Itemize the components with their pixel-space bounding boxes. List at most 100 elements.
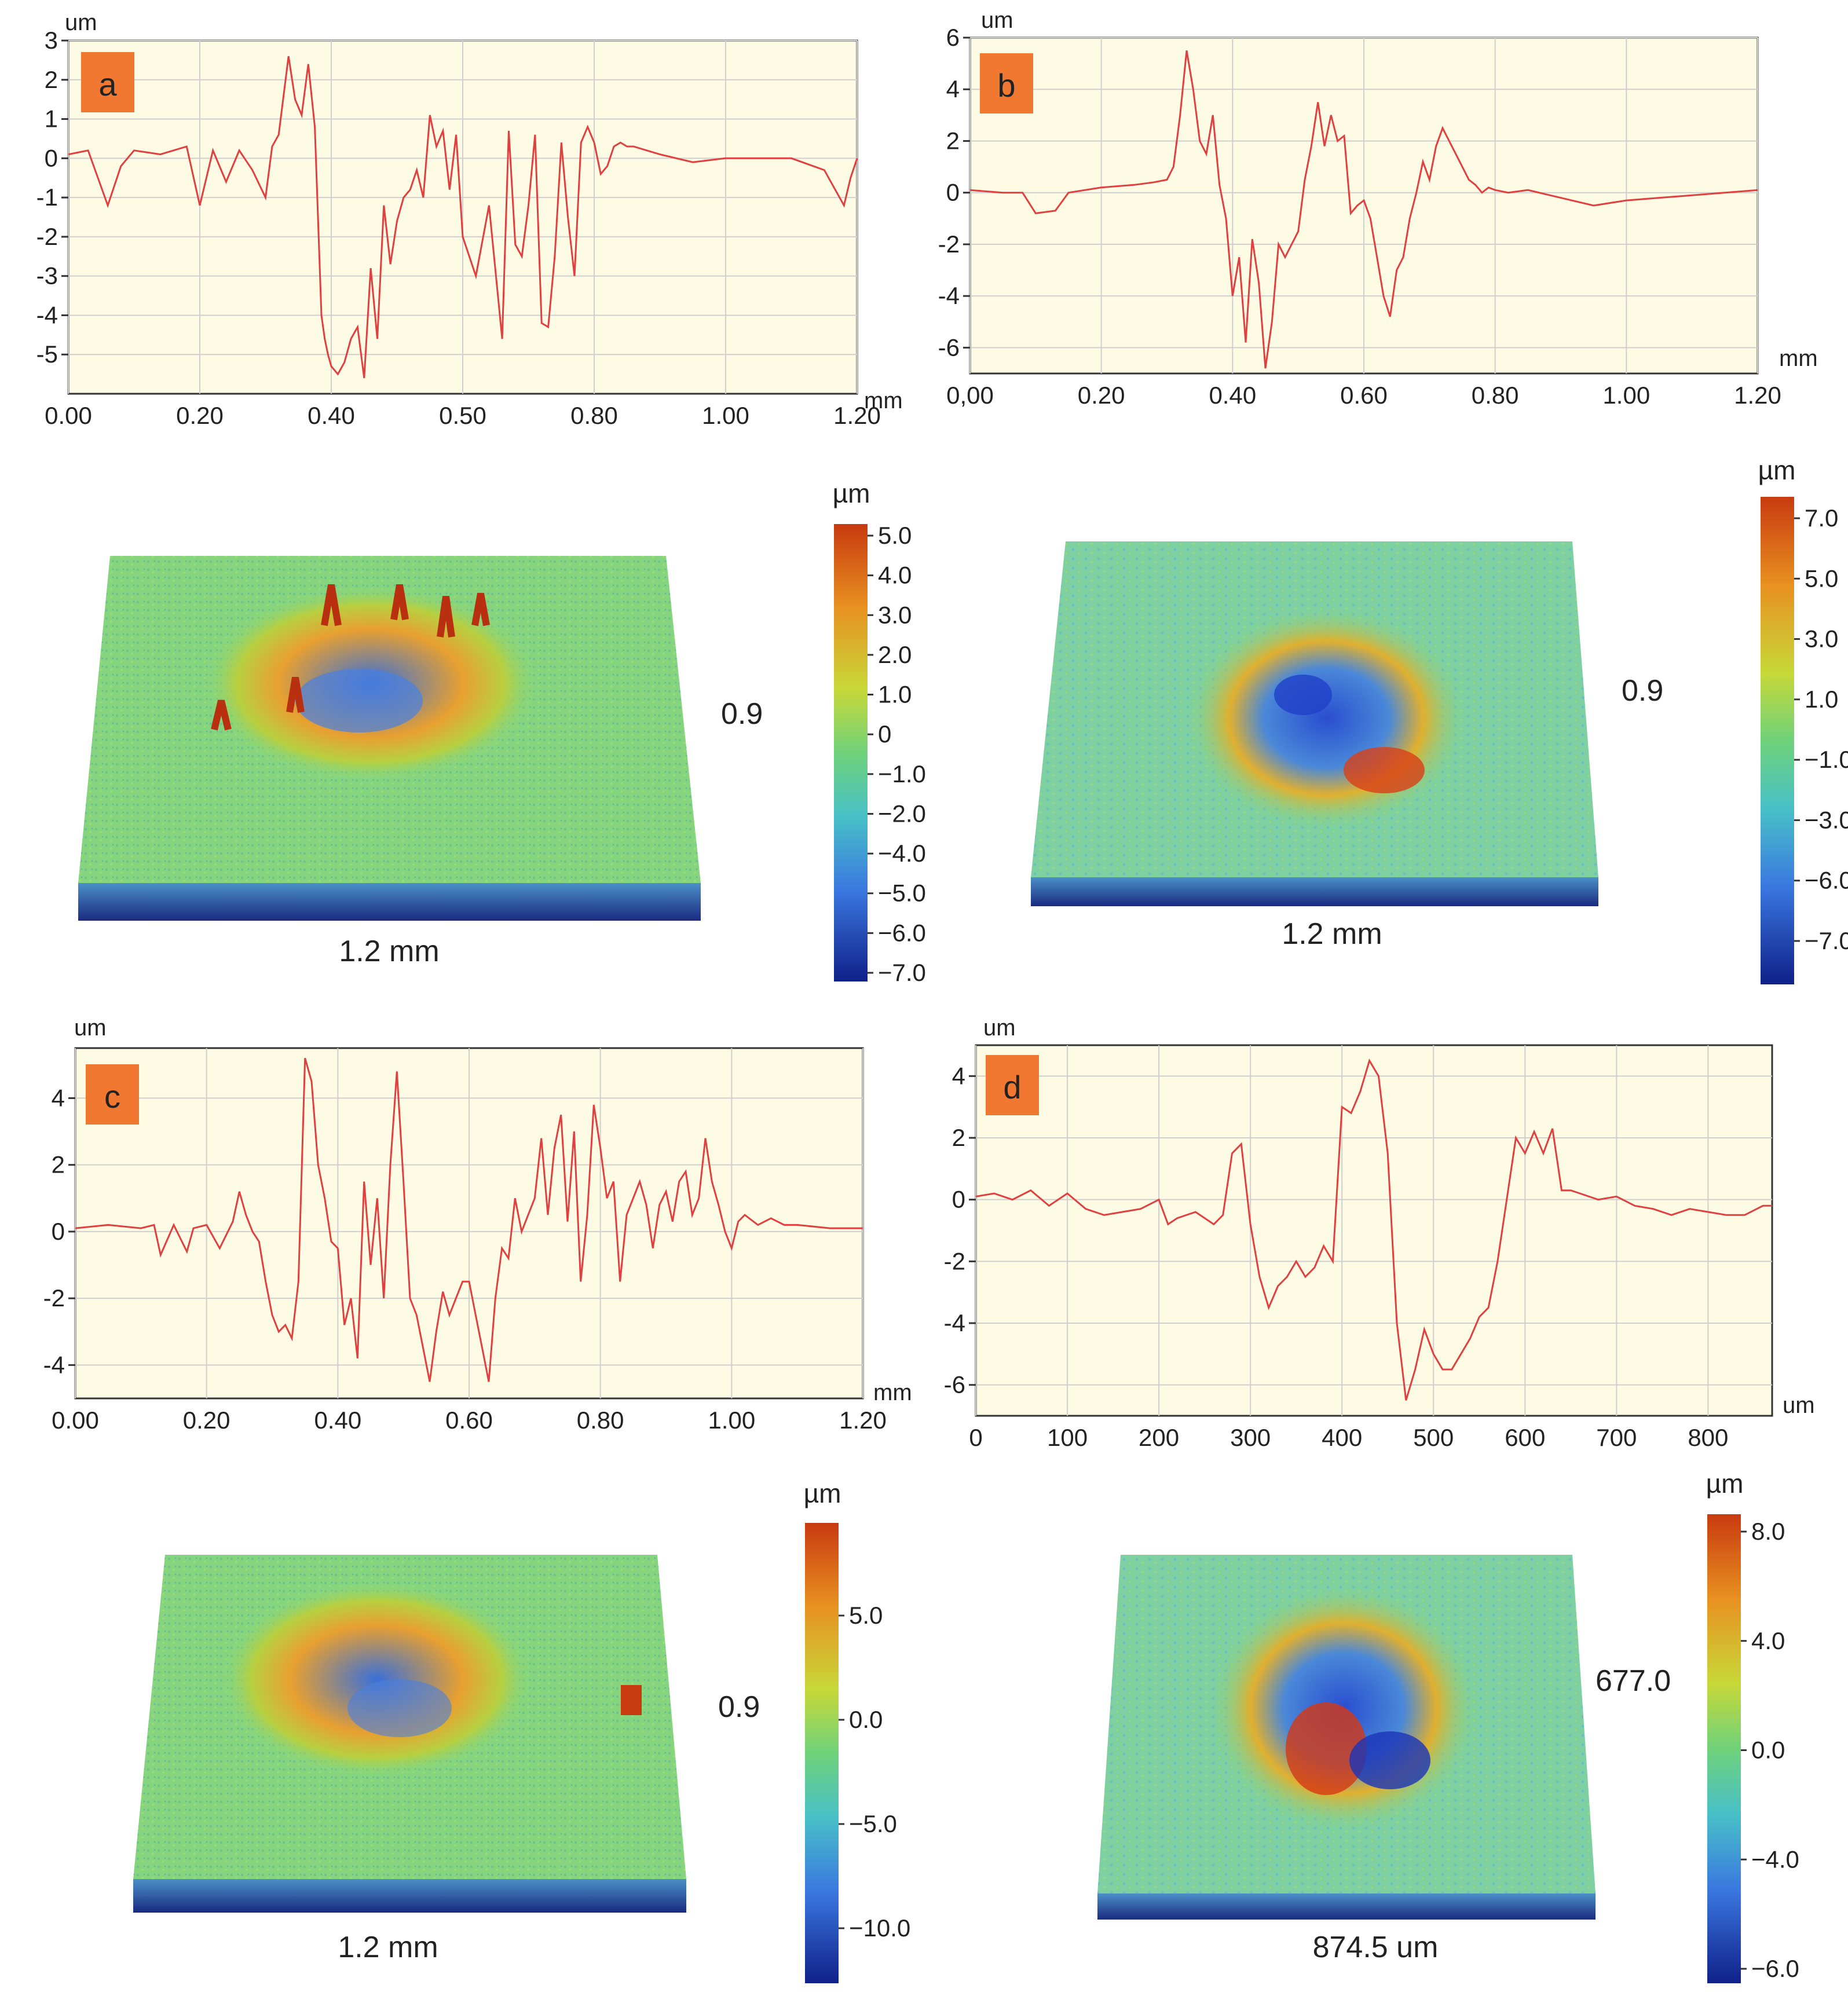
colorbar-tick-label: −4.0: [878, 840, 926, 867]
colorbar-tick-label: −3.0: [1805, 806, 1848, 833]
y-tick-label: 0: [952, 1186, 965, 1213]
colorbar-tick-label: −6.0: [1751, 1955, 1799, 1982]
colorbar-tick-label: 0.0: [849, 1706, 883, 1733]
crater-c-spot: [621, 1685, 642, 1715]
profile-chart-a: 0.00 0.20 0.40 0.50 0.80 1.00 1.20 3 2 1 0 -1 -2 -3 -4…: [36, 10, 903, 429]
y-tick-label: 4: [946, 75, 960, 102]
x-tick-label: 0: [969, 1424, 982, 1451]
y-tick-label: -2: [944, 1247, 965, 1274]
x-tick-label: 0.20: [183, 1407, 230, 1434]
y-tick-label: 1: [45, 105, 58, 133]
surface-3d-d: [1097, 1555, 1595, 1920]
y-tick-label: -6: [944, 1371, 965, 1398]
x-tick-label: 1.00: [702, 402, 749, 429]
surface-3d-b: [1031, 541, 1598, 906]
surface-width-label-a: 1.2 mm: [339, 935, 439, 968]
x-tick-label: 0.20: [176, 402, 224, 429]
y-tick-label: -4: [944, 1309, 965, 1336]
crater-a-spikes: [211, 584, 490, 731]
y-unit-c: um: [74, 1015, 107, 1041]
surface-height-label-d: 677.0: [1595, 1664, 1671, 1698]
x-tick-label: 300: [1230, 1424, 1271, 1451]
colorbar-tick-label: 2.0: [878, 641, 912, 668]
x-tick-label: 400: [1322, 1424, 1362, 1451]
profile-chart-c: 0.00 0.20 0.40 0.60 0.80 1.00 1.20 4 2 0 -2 -4 c um…: [43, 1015, 912, 1434]
colorbar-unit-a: µm: [833, 478, 870, 508]
profile-line-b: [969, 50, 1758, 369]
surface-height-label-c: 0.9: [718, 1690, 760, 1724]
y-tick-label: 4: [52, 1084, 65, 1111]
surface-edge-c: [133, 1879, 686, 1913]
x-tick-label: 0.60: [445, 1407, 493, 1434]
x-tick-label: 0.00: [52, 1407, 99, 1434]
colorbar-gradient-a: [834, 524, 868, 981]
colorbar-tick-label: 5.0: [849, 1602, 883, 1629]
profile-line-a: [68, 56, 858, 379]
colorbar-tick-label: 0.0: [1751, 1737, 1785, 1764]
y-tick-label: -6: [938, 334, 960, 361]
y-tick-label: -1: [36, 184, 58, 211]
y-tick-label: -4: [36, 301, 58, 328]
y-tick-label: 0: [946, 179, 960, 206]
crater-d-pit: [1349, 1731, 1430, 1789]
panel-badge-b: [980, 53, 1033, 113]
x-tick-label: 700: [1596, 1424, 1637, 1451]
x-tick-label: 0.50: [439, 402, 486, 429]
crater-d-hot: [1286, 1702, 1367, 1795]
crater-b-hot: [1344, 747, 1425, 793]
colorbar-tick-label: 0: [878, 720, 891, 748]
colorbar-tick-label: 1.0: [878, 681, 912, 708]
y-tick-label: 3: [45, 27, 58, 54]
panel-badge-d: [986, 1055, 1039, 1115]
surface-edge-a: [78, 883, 701, 921]
x-unit-c: mm: [873, 1380, 912, 1405]
surface-edge-d: [1097, 1894, 1595, 1920]
surface-edge-b: [1031, 877, 1598, 906]
colorbar-tick-label: 5.0: [1805, 565, 1838, 592]
panel-label-d: d: [1003, 1069, 1021, 1105]
x-tick-label: 0.00: [45, 402, 92, 429]
x-tick-label: 0.80: [1472, 382, 1519, 409]
y-tick-label: 2: [52, 1151, 65, 1178]
colorbar-gradient-d: [1707, 1514, 1741, 1983]
panel-badge-a: [81, 52, 134, 112]
colorbar-tick-label: −7.0: [1805, 927, 1848, 954]
y-unit-b: um: [981, 8, 1013, 33]
y-tick-label: 0: [52, 1218, 65, 1245]
x-tick-label: 0.80: [570, 402, 618, 429]
crater-c: [220, 1581, 533, 1778]
y-tick-label: 2: [45, 66, 58, 93]
colorbar-unit-b: µm: [1758, 455, 1796, 485]
colorbar-tick-label: 7.0: [1805, 504, 1838, 532]
crater-b: [1187, 608, 1465, 828]
x-tick-label: 0.80: [577, 1407, 624, 1434]
colorbar-tick-label: 3.0: [1805, 625, 1838, 653]
x-tick-label: 1.20: [1734, 382, 1781, 409]
colorbar-gradient-c: [805, 1523, 839, 1983]
x-tick-label: 0,00: [946, 382, 994, 409]
x-tick-label: 0.60: [1340, 382, 1388, 409]
plot-area-d: [975, 1044, 1773, 1417]
colorbar-tick-label: −1.0: [1805, 746, 1848, 773]
colorbar-tick-label: −7.0: [878, 959, 926, 986]
x-tick-label: 600: [1505, 1424, 1545, 1451]
colorbar-c: µm 5.0 0.0 −5.0 −10.0: [804, 1478, 910, 1983]
y-tick-label: 4: [952, 1062, 965, 1089]
surface-3d-c: [133, 1555, 686, 1913]
colorbar-tick-label: −10.0: [849, 1914, 910, 1942]
x-unit-b: mm: [1779, 346, 1818, 371]
y-tick-label: 6: [946, 24, 960, 51]
x-tick-label: 0.40: [308, 402, 355, 429]
profile-line-d: [975, 1058, 1772, 1401]
surface-height-label-b: 0.9: [1622, 674, 1663, 708]
colorbar-tick-label: −6.0: [1805, 867, 1848, 894]
colorbar-tick-label: 8.0: [1751, 1518, 1785, 1545]
colorbar-tick-label: −2.0: [878, 800, 926, 827]
y-tick-label: -4: [938, 282, 960, 309]
x-tick-label: 200: [1139, 1424, 1179, 1451]
y-tick-label: 0: [45, 144, 58, 171]
y-tick-label: -4: [43, 1351, 65, 1378]
profile-chart-b: 0,00 0.20 0.40 0.60 0.80 1.00 1.20 6 4 2 0 -2 -4 -6 b…: [938, 8, 1818, 409]
surface-width-label-b: 1.2 mm: [1282, 917, 1382, 951]
colorbar-gradient-b: [1761, 497, 1794, 984]
